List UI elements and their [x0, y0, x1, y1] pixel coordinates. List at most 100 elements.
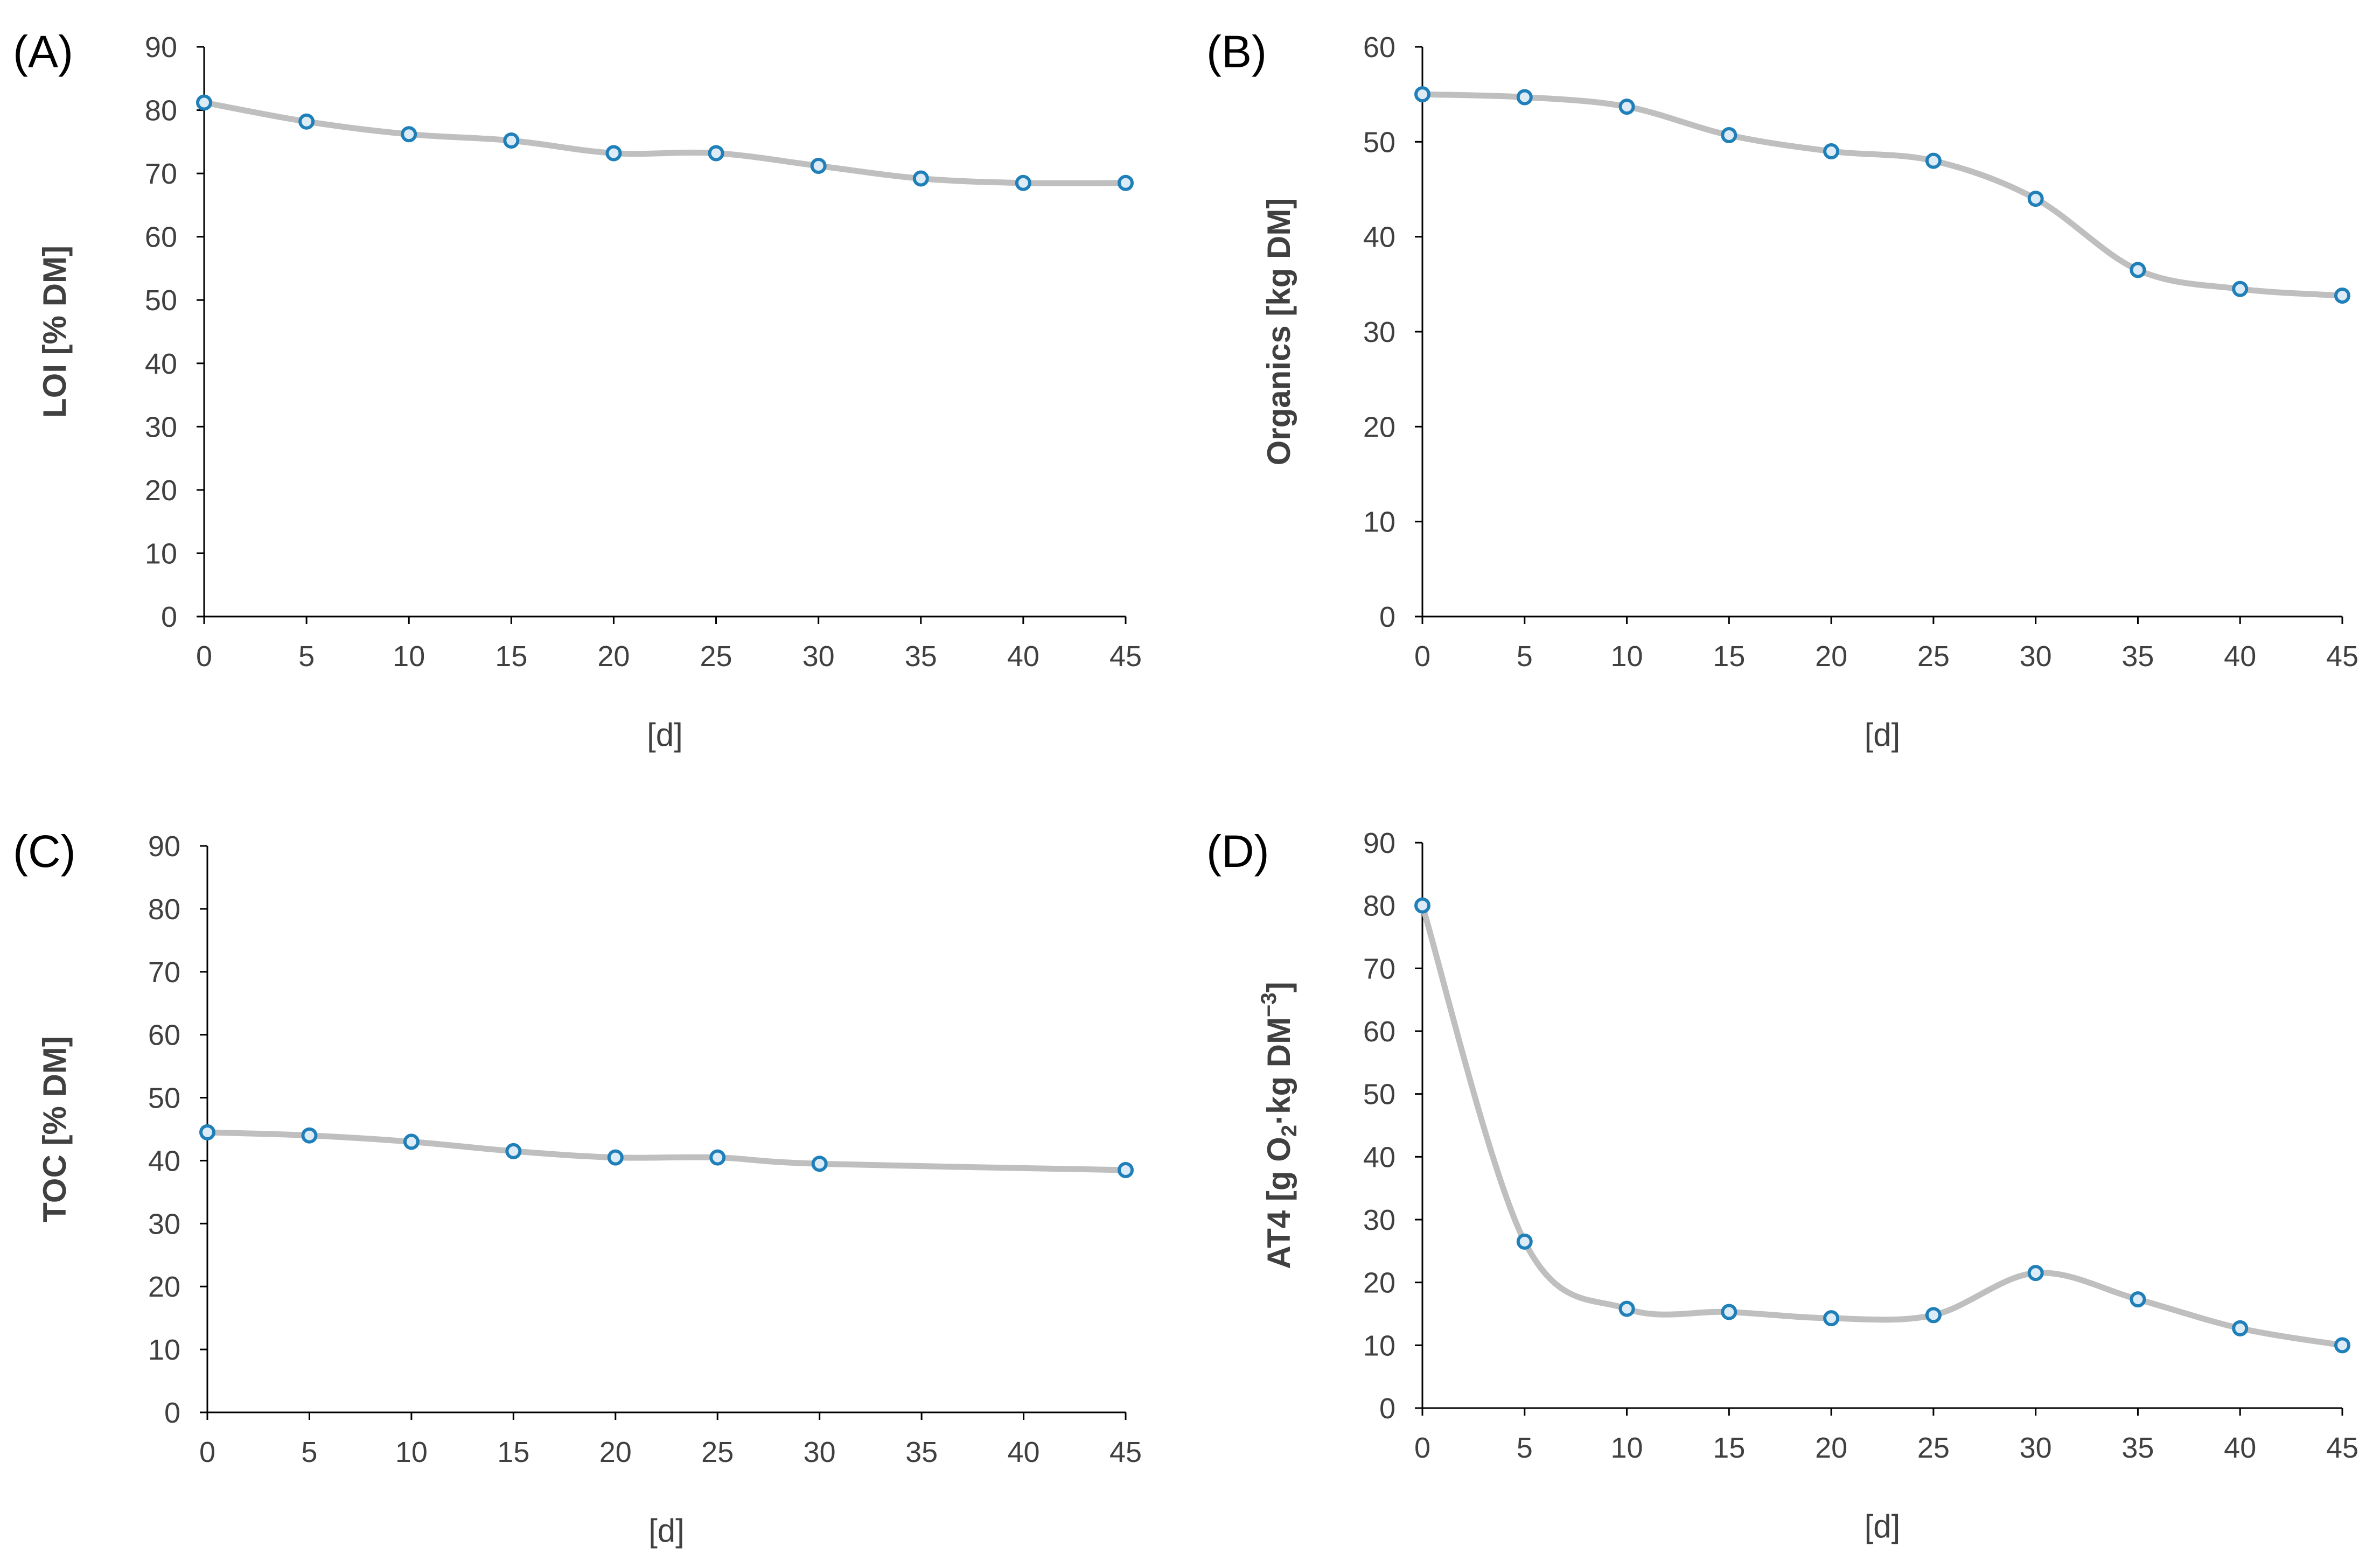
x-tick-label-b: 10 [1611, 640, 1643, 673]
chart-panel-a: (A) 0 10 20 30 40 50 60 70 80 90 0 5 10 15 20 25 30 35 40 45… [13, 26, 1142, 753]
data-point-c [505, 1143, 522, 1159]
panel-label-d: (D) [1206, 826, 1269, 877]
y-tick-label-a: 50 [145, 284, 177, 317]
data-point-b [1516, 89, 1533, 106]
y-tick-label-a: 10 [145, 537, 177, 570]
x-tick-label-d: 5 [1517, 1432, 1533, 1464]
y-axis-title-d: AT4 [g O2·kg DM−3] [1257, 982, 1301, 1269]
y-tick-label-a: 90 [145, 31, 177, 64]
y-axis-title-part-d: −3 [1257, 992, 1281, 1017]
data-point-b [1823, 143, 1840, 159]
data-point-a [298, 113, 315, 130]
x-tick-label-b: 0 [1414, 640, 1430, 673]
y-tick-label-b: 10 [1363, 506, 1395, 538]
data-point-b [2027, 191, 2044, 207]
y-tick-label-b: 30 [1363, 316, 1395, 348]
data-point-a [912, 170, 929, 187]
y-tick-label-b: 0 [1379, 601, 1395, 633]
panel-label-b: (B) [1206, 26, 1267, 77]
y-tick-label-d: 20 [1363, 1267, 1395, 1299]
x-tick-label-c: 20 [599, 1436, 632, 1468]
data-point-d [1925, 1307, 1942, 1324]
y-tick-label-a: 70 [145, 158, 177, 190]
x-tick-label-c: 40 [1008, 1436, 1040, 1468]
y-tick-label-a: 80 [145, 95, 177, 127]
x-axis-title-c: [d] [648, 1513, 685, 1549]
data-point-b [1721, 127, 1737, 143]
data-point-b [1414, 86, 1430, 103]
data-point-d [2334, 1337, 2350, 1354]
x-axis-title-b: [d] [1865, 717, 1901, 753]
data-point-a [708, 145, 724, 162]
data-point-c [607, 1149, 624, 1166]
series-line-b [1419, 91, 2346, 299]
x-tick-label-a: 35 [905, 640, 937, 673]
x-tick-label-d: 40 [2224, 1432, 2256, 1464]
x-tick-label-a: 30 [802, 640, 835, 673]
y-tick-label-c: 90 [148, 830, 180, 863]
y-tick-label-c: 10 [148, 1334, 180, 1366]
y-tick-label-d: 70 [1363, 953, 1395, 985]
chart-panel-d: (D) 0 10 20 30 40 50 60 70 80 90 0 5 10 15 20 25 30 35 40 45… [1206, 826, 2358, 1544]
data-point-d [1414, 897, 1430, 914]
x-tick-label-c: 10 [395, 1436, 428, 1468]
data-point-c [403, 1133, 420, 1150]
x-axis-title-d: [d] [1865, 1508, 1901, 1544]
y-tick-label-b: 20 [1363, 411, 1395, 443]
y-tick-label-a: 30 [145, 411, 177, 443]
series-line-d [1419, 902, 2346, 1348]
x-tick-label-c: 35 [905, 1436, 938, 1468]
x-tick-label-a: 20 [597, 640, 630, 673]
y-tick-label-a: 40 [145, 348, 177, 380]
x-tick-label-c: 30 [804, 1436, 836, 1468]
x-tick-label-d: 15 [1713, 1432, 1745, 1464]
x-tick-label-b: 25 [1917, 640, 1950, 673]
x-tick-label-a: 5 [298, 640, 315, 673]
y-tick-label-d: 10 [1363, 1329, 1395, 1362]
data-point-c [811, 1156, 828, 1172]
data-point-c [199, 1124, 215, 1140]
y-tick-label-c: 80 [148, 893, 180, 926]
x-tick-label-a: 10 [393, 640, 425, 673]
y-tick-label-c: 20 [148, 1271, 180, 1303]
y-tick-label-a: 0 [161, 601, 177, 633]
data-point-d [1618, 1300, 1635, 1317]
x-axis-title-a: [d] [647, 717, 683, 753]
x-tick-label-c: 5 [301, 1436, 317, 1468]
data-point-b [1618, 99, 1635, 115]
x-tick-label-a: 0 [196, 640, 212, 673]
data-point-d [2027, 1265, 2044, 1282]
data-point-c [301, 1127, 318, 1144]
data-point-a [196, 94, 212, 111]
y-tick-label-c: 70 [148, 956, 180, 989]
x-tick-label-b: 35 [2121, 640, 2154, 673]
y-tick-label-b: 40 [1363, 221, 1395, 254]
data-point-d [1516, 1233, 1533, 1250]
x-tick-label-b: 5 [1517, 640, 1533, 673]
data-point-b [2334, 287, 2350, 304]
y-tick-label-c: 50 [148, 1082, 180, 1115]
y-tick-label-c: 60 [148, 1019, 180, 1052]
data-point-d [1823, 1310, 1840, 1327]
y-axis-title-c: TOC [% DM] [37, 1036, 73, 1222]
data-point-b [2232, 281, 2249, 297]
data-point-d [2232, 1320, 2249, 1336]
data-point-c [709, 1149, 726, 1166]
data-point-a [810, 158, 827, 174]
y-axis-title-b: Organics [kg DM] [1261, 198, 1297, 466]
data-point-d [1721, 1304, 1737, 1320]
y-tick-label-a: 60 [145, 221, 177, 254]
y-tick-label-a: 20 [145, 474, 177, 507]
panel-label-a: (A) [13, 26, 73, 77]
y-tick-label-d: 30 [1363, 1204, 1395, 1236]
x-tick-label-c: 45 [1109, 1436, 1142, 1468]
y-tick-label-c: 40 [148, 1145, 180, 1177]
x-tick-label-d: 0 [1414, 1432, 1430, 1464]
y-axis-title-a: LOI [% DM] [37, 246, 73, 418]
y-tick-label-d: 50 [1363, 1079, 1395, 1111]
y-tick-label-d: 40 [1363, 1141, 1395, 1173]
x-tick-label-d: 10 [1611, 1432, 1643, 1464]
x-tick-label-b: 45 [2326, 640, 2358, 673]
data-point-a [605, 145, 622, 162]
